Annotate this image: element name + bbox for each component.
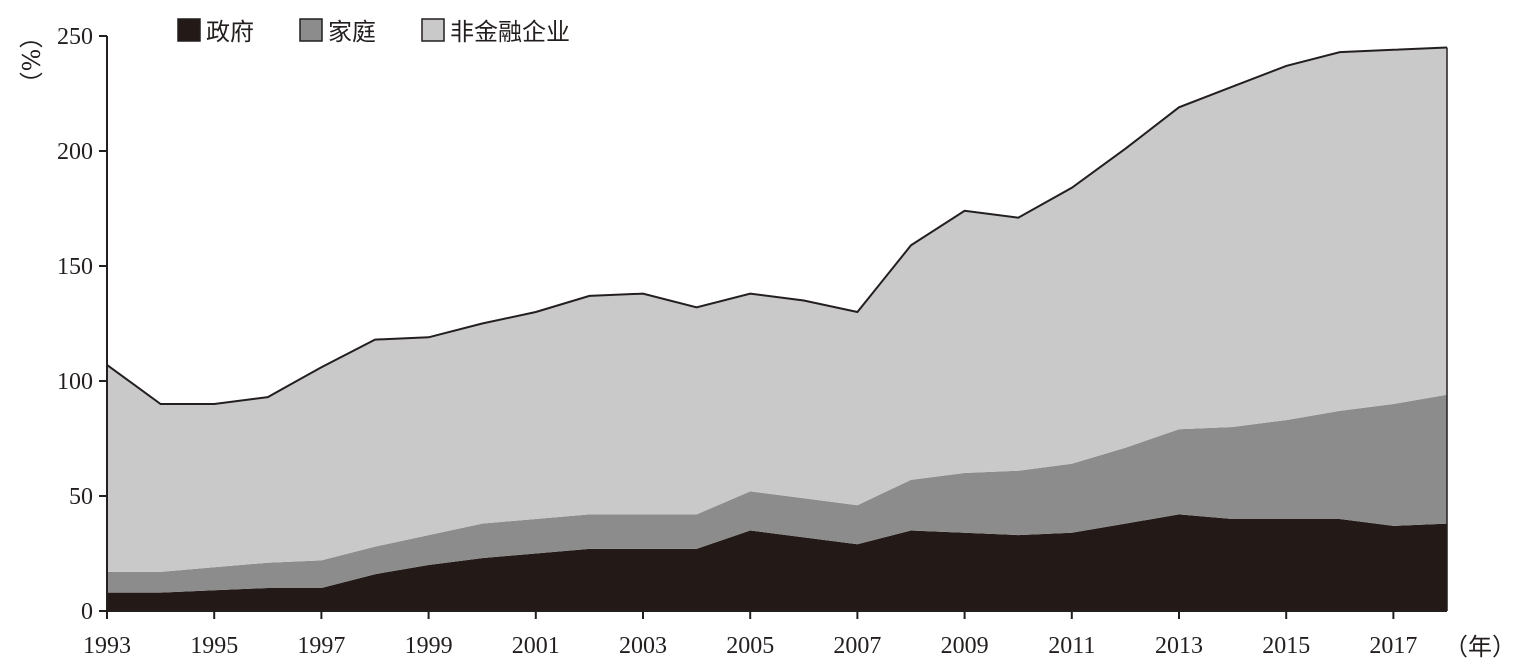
x-tick-label: 1993 (83, 633, 131, 659)
y-tick-label: 200 (57, 139, 93, 165)
x-tick-label: 1995 (190, 633, 238, 659)
legend-swatch (421, 18, 445, 42)
x-tick-label: 2015 (1262, 633, 1310, 659)
legend-label: 非金融企业 (450, 18, 570, 46)
x-tick-label: 2017 (1369, 633, 1417, 659)
x-tick-label: 2003 (619, 633, 667, 659)
areas-layer (106, 46, 1448, 611)
y-tick-label: 0 (81, 599, 93, 625)
y-tick-label: 100 (57, 369, 93, 395)
x-tick-label: 1999 (405, 633, 453, 659)
legend: 政府 家庭 非金融企业 (177, 18, 570, 46)
area-series-1 (107, 514, 1447, 611)
x-tick-label: 2011 (1048, 633, 1095, 659)
legend-swatch (177, 18, 201, 42)
x-tick-label: 2005 (726, 633, 774, 659)
axes-layer (106, 36, 1447, 612)
x-tick-label: 2009 (941, 633, 989, 659)
y-axis-unit-label: （%） (16, 25, 44, 96)
x-tick-label: 2007 (833, 633, 881, 659)
x-tick-label: 2013 (1155, 633, 1203, 659)
area-series-3 (107, 47, 1447, 572)
x-axis-unit-label: （年） (1444, 633, 1516, 661)
y-tick-label: 150 (57, 254, 93, 280)
total-outline (106, 46, 1448, 405)
legend-label: 家庭 (328, 18, 376, 46)
y-tick-label: 250 (57, 24, 93, 50)
legend-label: 政府 (206, 18, 254, 46)
area-series-2 (107, 394, 1447, 593)
x-tick-label: 2001 (512, 633, 560, 659)
ticks-layer: 0 50 100 150 200 250 1993 1995 1997 1999 2001 2003 2… (57, 24, 1417, 659)
x-tick-label: 1997 (297, 633, 345, 659)
legend-swatch (299, 18, 323, 42)
y-tick-label: 50 (69, 484, 93, 510)
